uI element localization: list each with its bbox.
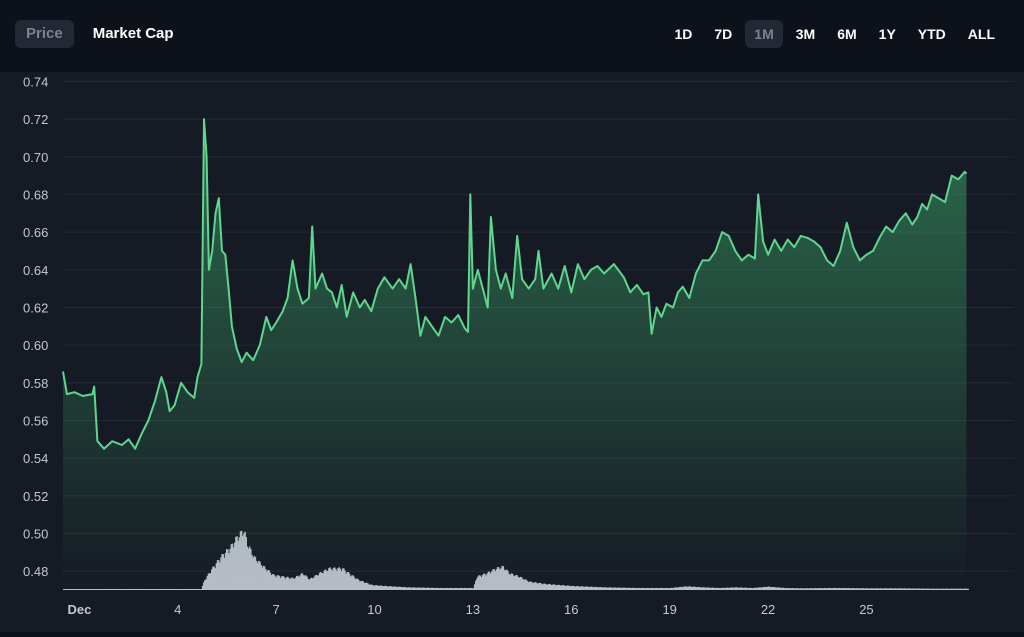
- y-tick-label: 0.66: [23, 225, 48, 240]
- x-tick-label: 25: [859, 602, 873, 617]
- volume-bar: [967, 588, 969, 590]
- chart-toolbar: Price Market Cap 1D 7D 1M 3M 6M 1Y YTD A…: [0, 0, 1024, 70]
- range-tab-1m[interactable]: 1M: [745, 20, 783, 48]
- range-tab-1d[interactable]: 1D: [674, 26, 693, 42]
- y-tick-label: 0.56: [23, 413, 48, 428]
- y-tick-label: 0.54: [23, 451, 48, 466]
- chart-mode-tabs: Price Market Cap: [15, 20, 185, 48]
- price-area-fill: [63, 119, 967, 590]
- price-chart-area[interactable]: 0.74 0.72 0.70 0.68 0.66 0.64 0.62 0.60 0.58 0.56…: [0, 72, 1024, 632]
- x-tick-label: 7: [273, 602, 280, 617]
- range-tab-all[interactable]: ALL: [967, 26, 995, 42]
- x-tick-label: 16: [564, 602, 578, 617]
- range-tab-ytd[interactable]: YTD: [917, 26, 946, 42]
- y-tick-label: 0.74: [23, 74, 48, 89]
- x-tick-label: 10: [367, 602, 381, 617]
- y-tick-label: 0.64: [23, 263, 48, 278]
- range-tab-6m[interactable]: 6M: [837, 26, 857, 42]
- range-tab-1y[interactable]: 1Y: [878, 26, 896, 42]
- price-chart: 0.74 0.72 0.70 0.68 0.66 0.64 0.62 0.60 0.58 0.56…: [0, 72, 1024, 632]
- x-tick-label: 4: [174, 602, 181, 617]
- x-tick-label: Dec: [67, 602, 91, 617]
- y-tick-label: 0.52: [23, 489, 48, 504]
- tab-price[interactable]: Price: [15, 20, 74, 48]
- y-tick-label: 0.68: [23, 187, 48, 202]
- range-tab-7d[interactable]: 7D: [714, 26, 733, 42]
- y-tick-label: 0.58: [23, 376, 48, 391]
- y-tick-label: 0.48: [23, 564, 48, 579]
- time-range-tabs: 1D 7D 1M 3M 6M 1Y YTD ALL: [665, 20, 1004, 48]
- y-tick-label: 0.70: [23, 150, 48, 165]
- y-tick-label: 0.72: [23, 112, 48, 127]
- y-tick-label: 0.60: [23, 338, 48, 353]
- range-tab-3m[interactable]: 3M: [795, 26, 816, 42]
- price-series-line: [62, 118, 968, 450]
- x-tick-label: 13: [466, 602, 480, 617]
- volume-bar: [966, 588, 968, 590]
- y-tick-label: 0.62: [23, 300, 48, 315]
- x-tick-label: 19: [662, 602, 676, 617]
- x-tick-label: 22: [761, 602, 775, 617]
- tab-market-cap[interactable]: Market Cap: [92, 25, 174, 42]
- y-tick-label: 0.50: [23, 526, 48, 541]
